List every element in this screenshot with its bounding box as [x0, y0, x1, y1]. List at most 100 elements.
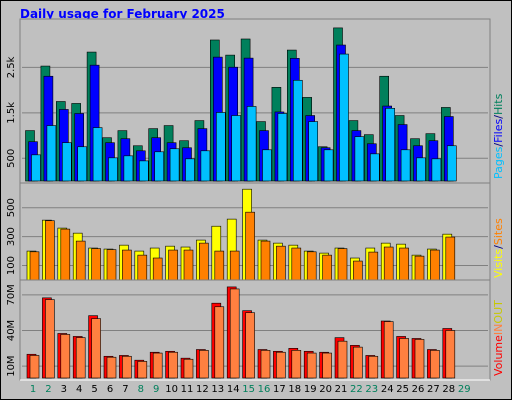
bar	[183, 249, 194, 281]
bar	[137, 254, 148, 281]
bar	[246, 106, 257, 182]
bar	[214, 306, 225, 379]
y-tick-label: 1.5k	[6, 102, 17, 124]
bar	[277, 113, 288, 182]
bar	[368, 251, 379, 281]
bar	[445, 236, 456, 281]
legend-entry: Sites	[492, 218, 505, 245]
bar	[291, 247, 302, 281]
bar	[430, 249, 440, 281]
bar	[61, 142, 72, 182]
x-tick-label: 6	[107, 384, 113, 395]
bar	[139, 160, 149, 182]
x-tick-label: 5	[91, 384, 97, 395]
x-tick-label: 27	[427, 384, 440, 395]
legend-entry: Hits	[492, 93, 505, 115]
bar	[183, 358, 194, 379]
bar	[231, 115, 241, 182]
bar	[354, 136, 365, 182]
legend-separator: /	[492, 245, 505, 249]
x-tick-label: 22	[350, 384, 363, 395]
bar	[168, 351, 178, 379]
bar	[216, 112, 226, 182]
bar	[31, 154, 41, 182]
x-tick-label: 3	[61, 384, 67, 395]
bar	[123, 155, 134, 182]
x-tick-label: 8	[138, 384, 144, 395]
x-tick-label: 11	[181, 384, 194, 395]
bar	[46, 125, 57, 182]
bar	[353, 260, 363, 281]
x-tick-label: 12	[196, 384, 209, 395]
bar	[306, 352, 317, 379]
bar	[322, 352, 332, 379]
bar	[60, 228, 71, 281]
bar	[323, 149, 334, 182]
legend-separator: /	[492, 143, 505, 147]
x-tick-label: 24	[381, 384, 394, 395]
legend-entry: Files	[492, 118, 505, 142]
bar	[383, 321, 394, 379]
legend: VolumeINOUT	[492, 300, 505, 376]
bar	[185, 158, 195, 182]
x-tick-label: 19	[304, 384, 317, 395]
bar	[152, 352, 163, 379]
bar	[29, 251, 40, 281]
x-tick-label: 21	[335, 384, 348, 395]
bar	[337, 248, 348, 281]
x-tick-label: 14	[227, 384, 240, 395]
y-tick-label: 100	[6, 256, 17, 275]
bar	[385, 108, 396, 182]
bar	[431, 158, 442, 182]
y-tick-label: 500	[6, 149, 17, 168]
bar	[306, 251, 317, 281]
x-tick-label: 20	[319, 384, 332, 395]
legend-entry: Visits	[492, 249, 505, 278]
bar	[106, 249, 117, 281]
bar	[200, 150, 211, 182]
bar	[77, 146, 87, 182]
bar	[152, 257, 163, 281]
bar	[122, 355, 132, 379]
bar	[291, 350, 302, 379]
bar	[292, 79, 303, 182]
bar	[199, 242, 209, 281]
x-tick-label: 1	[30, 384, 36, 395]
bar	[339, 53, 349, 182]
legend-entry: Volume	[492, 335, 505, 376]
x-tick-label: 29	[458, 384, 471, 395]
bar	[414, 339, 425, 379]
bar	[45, 220, 55, 281]
bar	[400, 149, 411, 182]
y-tick-label: 10M	[6, 355, 17, 376]
legend: Visits/Sites	[492, 218, 505, 278]
bar	[122, 249, 132, 281]
bar	[168, 249, 178, 281]
y-tick-label: 300	[6, 227, 17, 246]
chart-title: Daily usage for February 2025	[20, 7, 225, 21]
bar	[60, 334, 71, 379]
bar	[29, 355, 40, 379]
bar	[262, 149, 272, 182]
bar	[154, 151, 164, 182]
bar	[276, 351, 286, 379]
bar	[108, 157, 118, 182]
bar	[169, 148, 180, 182]
bar	[383, 246, 394, 281]
bar	[91, 248, 101, 281]
bar	[75, 337, 86, 379]
bar	[245, 312, 255, 379]
bar	[106, 356, 117, 379]
x-tick-label: 25	[396, 384, 409, 395]
bar	[45, 299, 55, 379]
x-tick-label: 7	[122, 384, 128, 395]
x-tick-label: 16	[258, 384, 271, 395]
y-tick-label: 2.5k	[6, 56, 17, 78]
legend-separator: /	[492, 115, 505, 119]
legend-entry: IN	[492, 324, 505, 335]
bar	[399, 247, 409, 281]
x-tick-label: 15	[242, 384, 255, 395]
y-tick-label: 40M	[6, 320, 17, 341]
bar	[322, 254, 332, 281]
